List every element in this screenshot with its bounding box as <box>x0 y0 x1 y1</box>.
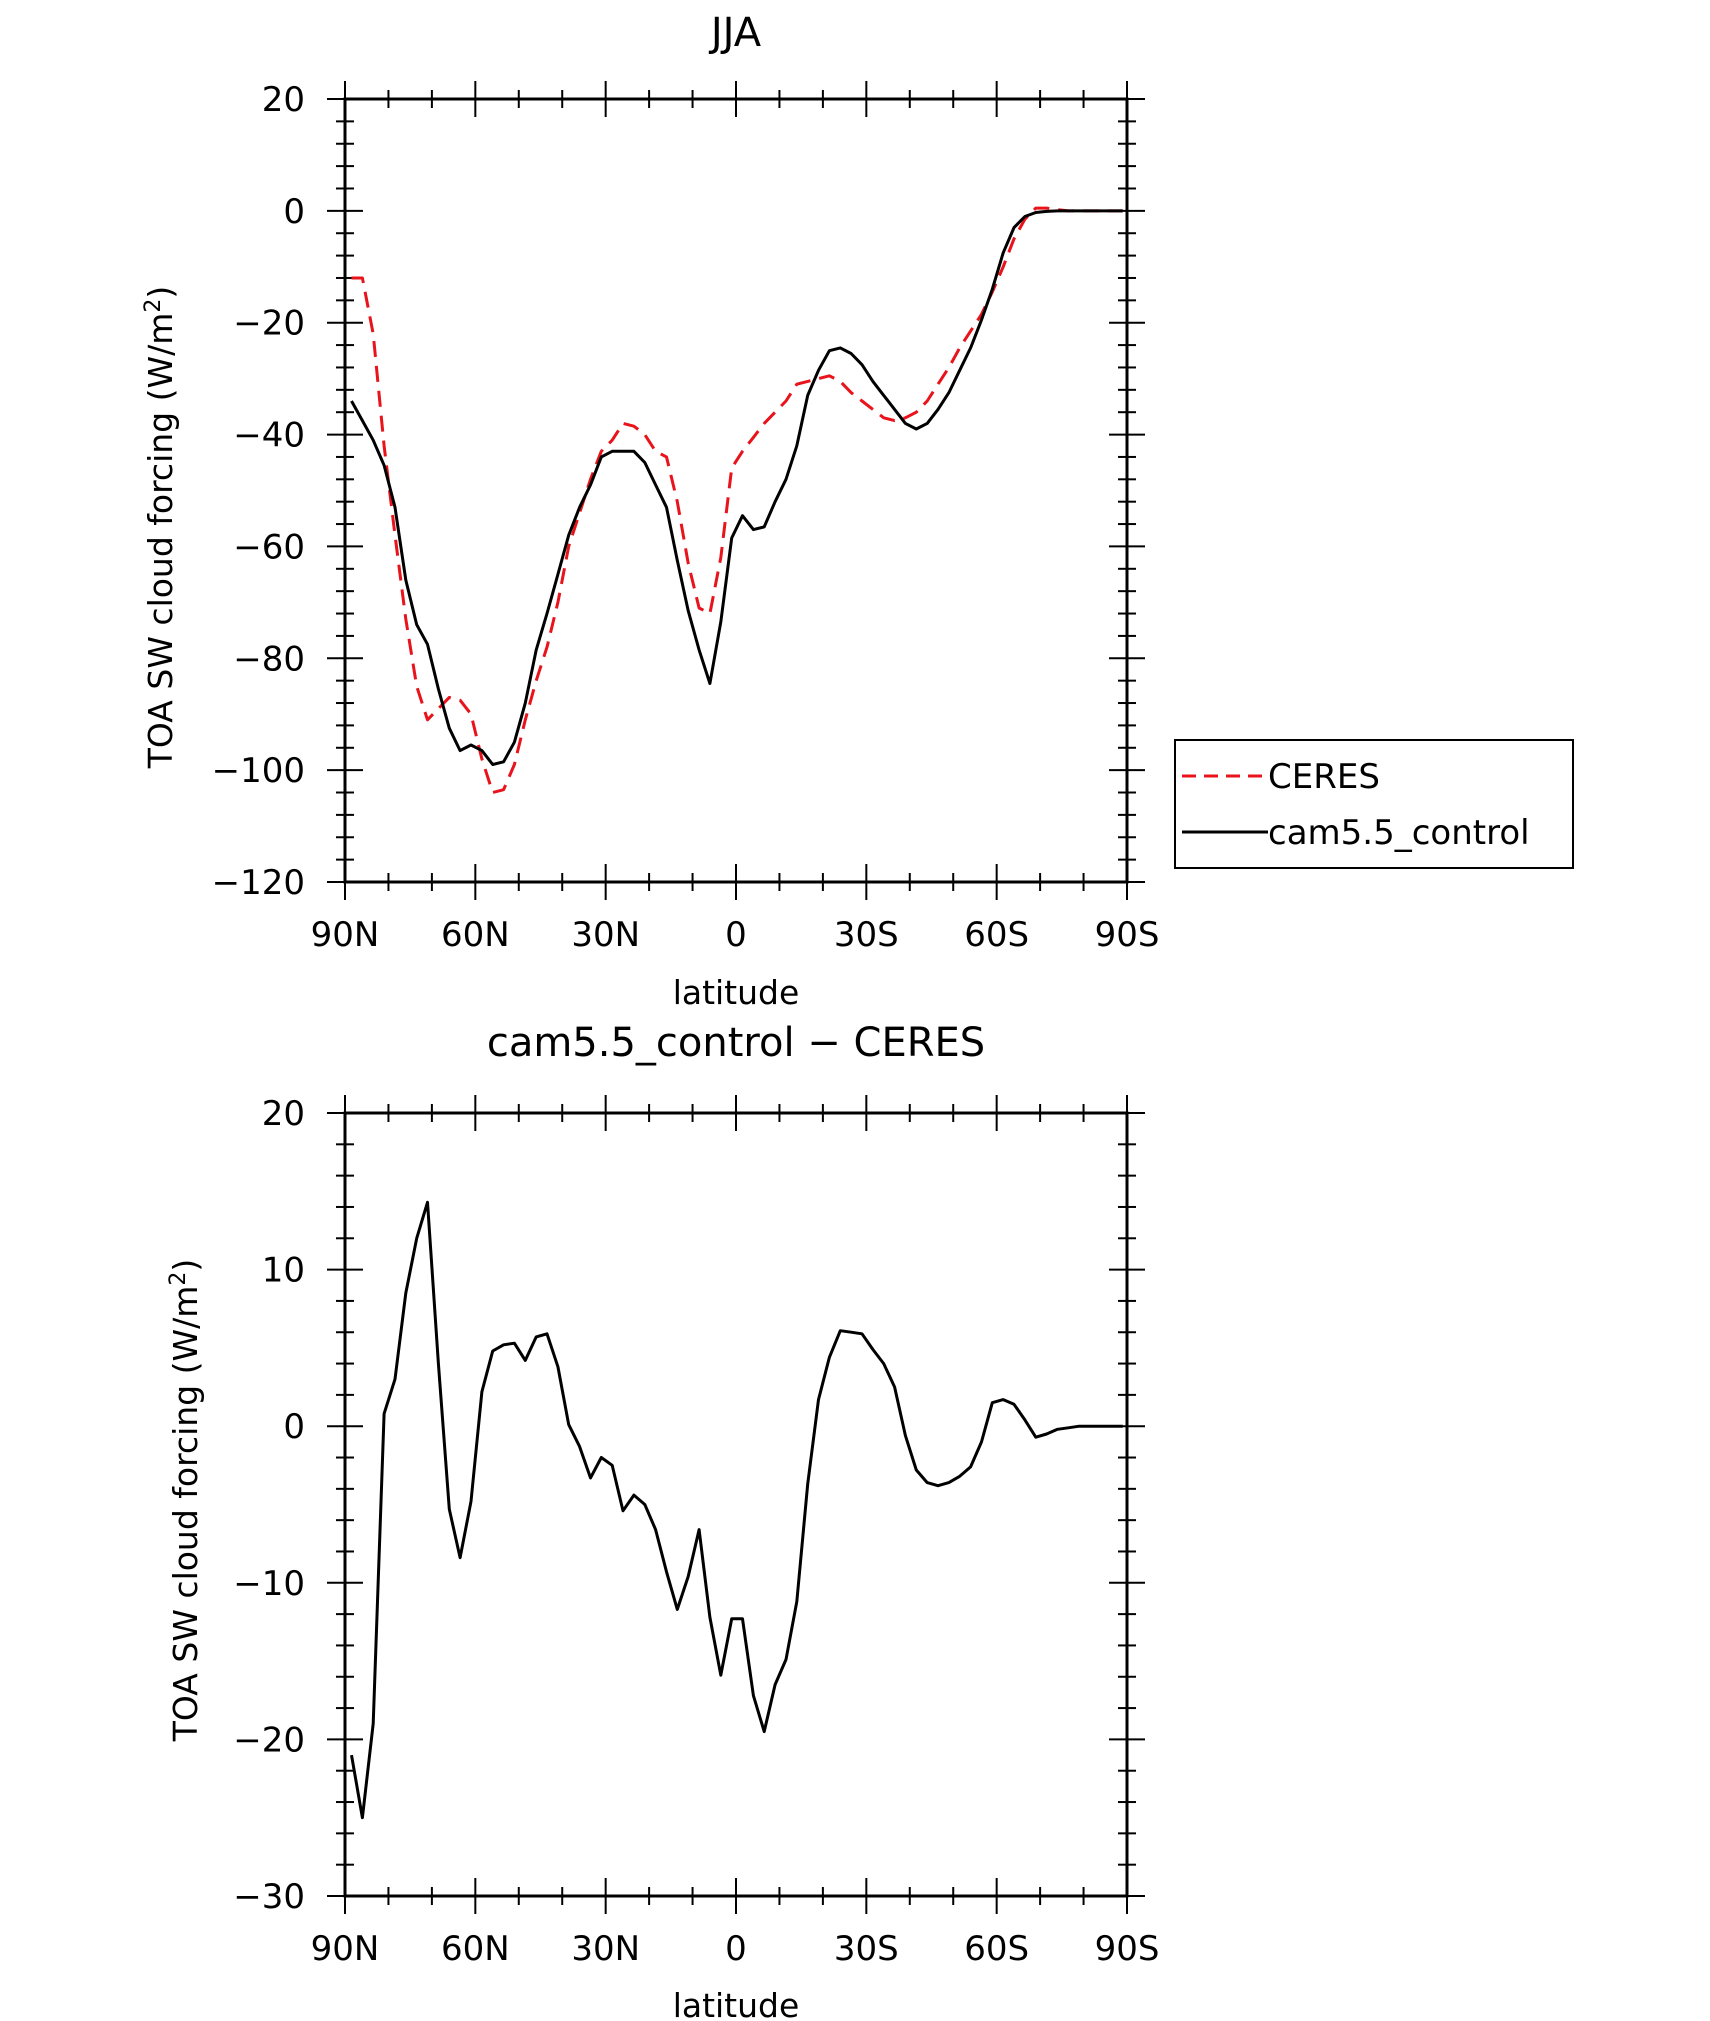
top-x-tick-label: 0 <box>725 915 747 955</box>
top-plot-frame <box>343 97 1129 884</box>
top-chart-title: JJA <box>708 10 762 56</box>
bottom-y-axis-label-text: TOA SW cloud forcing (W/m <box>166 1286 205 1743</box>
bottom-x-tick-label: 60N <box>441 1929 510 1969</box>
top-y-ticks: 20 0 −20 −40 −60 −80 −100 −120 <box>212 80 1145 903</box>
top-y-tick-label: −100 <box>212 751 305 791</box>
bottom-x-tick-label: 30N <box>571 1929 640 1969</box>
bottom-plot-frame <box>343 1111 1129 1898</box>
bottom-y-axis-label-close: ) <box>166 1259 205 1272</box>
bottom-x-tick-label: 60S <box>964 1929 1029 1969</box>
bottom-x-tick-label: 0 <box>725 1929 747 1969</box>
top-y-tick-label: −80 <box>233 639 305 679</box>
top-y-tick-label: −20 <box>233 304 305 344</box>
top-y-axis-label: TOA SW cloud forcing (W/m2) <box>141 286 180 770</box>
top-x-axis-label: latitude <box>673 973 800 1012</box>
bottom-chart-title: cam5.5_control − CERES <box>487 1020 985 1066</box>
bottom-series-layer <box>350 1200 1123 1820</box>
top-x-tick-label: 60N <box>441 915 510 955</box>
top-x-tick-label: 60S <box>964 915 1029 955</box>
bottom-x-axis-label: latitude <box>673 1986 800 2021</box>
bottom-y-tick-label: 0 <box>283 1407 305 1447</box>
legend-box <box>1174 739 1574 869</box>
bottom-y-tick-label: 20 <box>262 1094 305 1134</box>
top-series-layer <box>350 206 1123 794</box>
top-series-ceres <box>351 206 1123 794</box>
bottom-x-tick-label: 90N <box>311 1929 380 1969</box>
top-y-tick-label: −120 <box>212 863 305 903</box>
top-x-tick-label: 30S <box>834 915 899 955</box>
bottom-series-line <box>350 1200 1123 1820</box>
bottom-x-tick-label: 90S <box>1095 1929 1160 1969</box>
top-y-axis-label-superscript: 2 <box>141 299 166 313</box>
legend-label-ceres: CERES <box>1268 757 1380 797</box>
top-legend: CERES cam5.5_control <box>1174 739 1574 869</box>
legend-label-cam5-5-control: cam5.5_control <box>1268 813 1530 853</box>
top-y-tick-label: 20 <box>262 80 305 120</box>
top-y-tick-label: −60 <box>233 527 305 567</box>
bottom-y-tick-label: 10 <box>262 1251 305 1291</box>
top-y-tick-label: −40 <box>233 416 305 456</box>
top-x-ticks: 90N 60N 30N 0 30S 60S 90S <box>311 81 1160 955</box>
bottom-y-tick-label: −20 <box>233 1720 305 1760</box>
bottom-y-tick-label: −30 <box>233 1877 305 1917</box>
bottom-x-tick-label: 30S <box>834 1929 899 1969</box>
bottom-y-ticks: 20 10 0 −10 −20 −30 <box>233 1094 1145 1917</box>
top-y-axis-label-text: TOA SW cloud forcing (W/m <box>141 313 180 770</box>
bottom-y-axis-label: TOA SW cloud forcing (W/m2) <box>166 1259 205 1743</box>
top-x-tick-label: 90S <box>1095 915 1160 955</box>
top-series-cam5-5-control <box>350 209 1123 766</box>
bottom-y-axis-label-superscript: 2 <box>166 1272 191 1286</box>
bottom-x-ticks: 90N 60N 30N 0 30S 60S 90S <box>311 1095 1160 1969</box>
top-panel: JJA 20 0 −20 −40 −60 −80 −100 −120 90N 60N 30N 0 30… <box>141 10 1574 1012</box>
top-y-axis-label-close: ) <box>141 286 180 299</box>
bottom-y-tick-label: −10 <box>233 1564 305 1604</box>
top-y-tick-label: 0 <box>283 192 305 232</box>
top-x-tick-label: 90N <box>311 915 380 955</box>
top-x-tick-label: 30N <box>571 915 640 955</box>
